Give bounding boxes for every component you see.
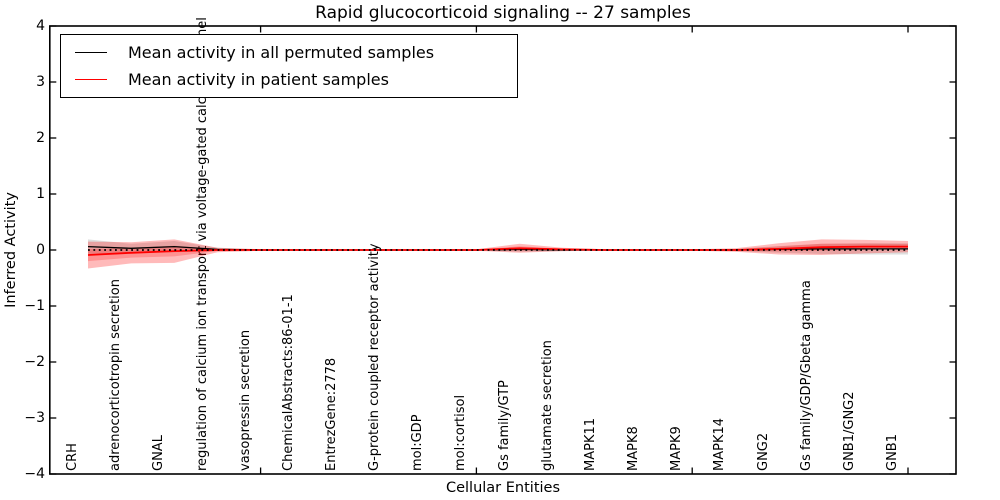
- legend-line-black-icon: [75, 52, 107, 53]
- y-tick-label: −1: [24, 298, 45, 314]
- y-tick-label: 3: [36, 74, 45, 90]
- chart-title: Rapid glucocorticoid signaling -- 27 sam…: [315, 3, 691, 23]
- patient-std-band: [88, 239, 908, 269]
- y-tick-label: 2: [36, 130, 45, 146]
- patient-std-inner-band: [88, 243, 908, 262]
- legend: Mean activity in all permuted samples Me…: [60, 34, 518, 98]
- y-tick-label: −4: [24, 466, 45, 482]
- y-tick-label: 4: [36, 18, 45, 34]
- y-tick-label: −2: [24, 354, 45, 370]
- legend-label: Mean activity in patient samples: [128, 70, 389, 89]
- legend-line-red-icon: [75, 79, 107, 80]
- legend-label: Mean activity in all permuted samples: [128, 43, 435, 62]
- legend-item-permuted: Mean activity in all permuted samples: [61, 43, 517, 62]
- y-tick-label: 0: [36, 242, 45, 258]
- permuted-std-band: [88, 239, 908, 255]
- y-tick-label: 1: [36, 186, 45, 202]
- legend-item-patient: Mean activity in patient samples: [61, 70, 517, 89]
- axes-frame: [48, 25, 957, 475]
- y-tick-label: −3: [24, 410, 45, 426]
- x-axis-label: Cellular Entities: [445, 480, 561, 496]
